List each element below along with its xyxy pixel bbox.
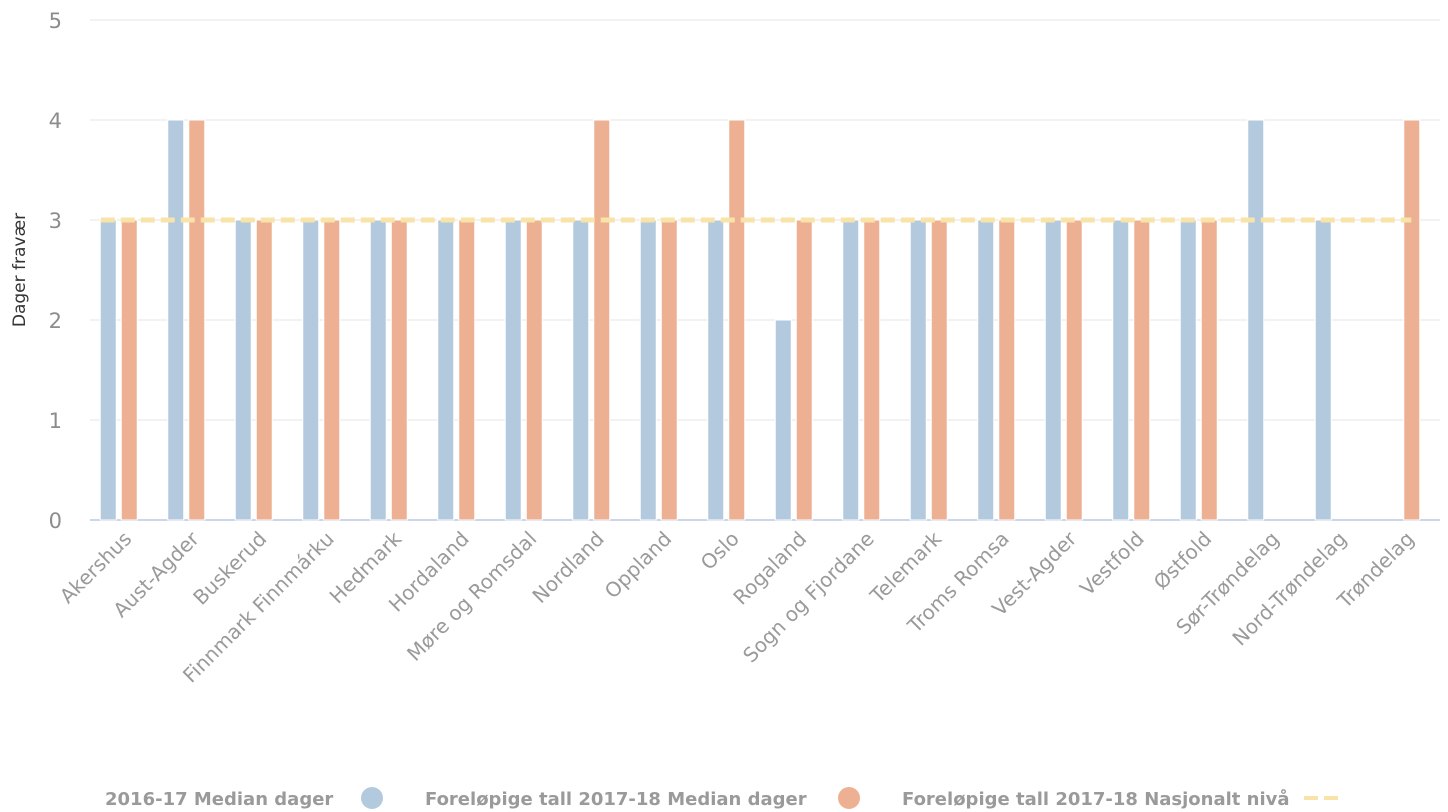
bar-2016-17 [437,219,455,521]
bar-2017-18 [458,219,476,521]
bar-2017-18 [1403,119,1421,521]
bar-2017-18 [323,219,341,521]
bar-2017-18 [728,119,746,521]
x-tick-label: Oppland [600,527,677,604]
bar-2017-18 [525,219,543,521]
x-tick-label: Nord-Trøndelag [1227,527,1351,651]
legend-marker [838,787,860,809]
bar-2017-18 [998,219,1016,521]
bar-2017-18 [188,119,206,521]
x-tick-label: Nordland [528,527,609,608]
x-tick-label: Vestfold [1075,527,1149,601]
y-axis-label: Dager fravær [10,213,30,327]
bar-2017-18 [660,219,678,521]
bar-2017-18 [1065,219,1083,521]
x-tick-label: Møre og Romsdal [402,527,541,666]
y-tick-label: 2 [49,309,62,333]
y-tick-label: 4 [49,109,62,133]
y-tick-label: 1 [49,409,62,433]
bar-2017-18 [930,219,948,521]
bar-2017-18 [1133,219,1151,521]
bar-2017-18 [120,219,138,521]
bar-2016-17 [707,219,725,521]
y-tick-label: 0 [49,509,62,533]
bar-2016-17 [1112,219,1130,521]
bar-2017-18 [795,219,813,521]
bar-2016-17 [369,219,387,521]
legend-marker [361,787,383,809]
x-tick-label: Østfold [1149,527,1217,595]
x-tick-label: Sogn og Fjordane [738,527,879,668]
legend-label[interactable]: 2016-17 Median dager [105,789,333,810]
bar-2016-17 [572,219,590,521]
bar-2016-17 [234,219,252,521]
legend: 2016-17 Median dager Foreløpige tall 2017… [105,787,1340,810]
bar-2016-17 [1044,219,1062,521]
x-tick-label: Oslo [696,527,744,575]
legend-label[interactable]: Foreløpige tall 2017-18 Median dager [425,789,807,810]
bar-2017-18 [255,219,273,521]
bar-2016-17 [504,219,522,521]
bar-2016-17 [639,219,657,521]
bar-2016-17 [167,119,185,521]
bar-2016-17 [909,219,927,521]
legend-label[interactable]: Foreløpige tall 2017-18 Nasjonalt nivå [902,788,1290,810]
bar-2016-17 [977,219,995,521]
bar-2016-17 [99,219,117,521]
y-tick-label: 5 [49,9,62,33]
bar-2016-17 [1247,119,1265,521]
bar-2016-17 [774,319,792,521]
y-tick-label: 3 [49,209,62,233]
gridlines [90,19,1440,521]
bar-2017-18 [1200,219,1218,521]
bar-2017-18 [593,119,611,521]
bar-2016-17 [842,219,860,521]
bar-2016-17 [1179,219,1197,521]
bar-2017-18 [390,219,408,521]
bar-2016-17 [1314,219,1332,521]
bar-2017-18 [863,219,881,521]
y-tick-labels: 0 1 2 3 4 5 [49,9,62,533]
bar-2016-17 [302,219,320,521]
